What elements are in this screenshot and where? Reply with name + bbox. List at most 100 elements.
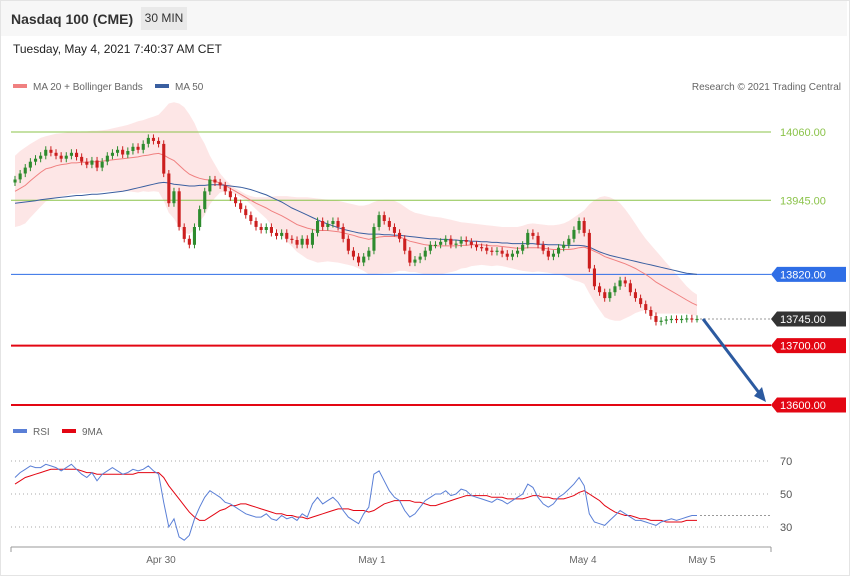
ma50-line — [14, 181, 698, 275]
candle-body — [351, 250, 355, 257]
candle-body — [203, 191, 207, 210]
candle-body — [34, 158, 38, 162]
x-tick-may4: May 4 — [569, 555, 597, 566]
candle-body — [423, 250, 427, 257]
candle-body — [485, 247, 489, 251]
candle-body — [75, 152, 79, 157]
candle-body — [500, 250, 504, 254]
candle-body — [664, 319, 668, 321]
candle-body — [110, 152, 114, 156]
candle-body — [23, 167, 27, 174]
candle-body — [408, 250, 412, 263]
x-tick-may1: May 1 — [358, 555, 386, 566]
candle-body — [116, 149, 120, 153]
candle-body — [100, 161, 104, 168]
candle-body — [49, 149, 53, 153]
candle-body — [551, 253, 555, 257]
candle-body — [582, 221, 586, 233]
candle-body — [618, 280, 622, 287]
candle-body — [680, 318, 684, 321]
candle-body — [295, 240, 299, 245]
candle-body — [310, 232, 314, 245]
candle-body — [234, 197, 238, 204]
candle-body — [685, 318, 689, 320]
candle-body — [64, 155, 68, 159]
legend-ma50-swatch — [155, 84, 169, 88]
candle-body — [387, 221, 391, 227]
candle-body — [449, 238, 453, 245]
candle-body — [162, 143, 166, 174]
candle-body — [13, 179, 17, 183]
level-tag-4 — [771, 338, 846, 354]
candle-body — [121, 149, 125, 155]
candle-body — [562, 244, 566, 248]
level-labels: 14060.00 13945.00 13820.00 13745.00 13700.00… — [771, 127, 846, 413]
candle-body — [172, 191, 176, 204]
candle-body — [469, 241, 473, 245]
timeframe-button[interactable]: 30 MIN — [141, 7, 187, 30]
candle-body — [398, 232, 402, 239]
candle-body — [141, 143, 145, 150]
rsi-tick-70: 70 — [780, 456, 792, 468]
candle-body — [157, 140, 161, 144]
candle-body — [495, 250, 499, 252]
candle-body — [341, 227, 345, 239]
level-label-2: 13820.00 — [780, 269, 826, 281]
level-tag-2 — [771, 266, 846, 282]
candle-body — [557, 247, 561, 254]
rsi-tick-50: 50 — [780, 489, 792, 501]
level-label-4: 13700.00 — [780, 341, 826, 353]
candle-body — [459, 240, 463, 244]
candle-body — [644, 304, 648, 310]
legend-9ma-swatch — [62, 429, 76, 433]
candle-body — [546, 250, 550, 257]
candle-body — [475, 244, 479, 248]
candle-body — [105, 155, 109, 162]
candle-body — [480, 247, 484, 249]
candle-body — [321, 221, 325, 227]
candle-body — [669, 318, 673, 321]
candle-body — [531, 232, 535, 236]
candle-body — [44, 149, 48, 156]
candle-body — [80, 156, 84, 162]
candle-body — [613, 286, 617, 293]
candle-body — [346, 238, 350, 251]
candle-body — [587, 232, 591, 269]
candle-body — [39, 155, 43, 159]
candle-body — [464, 240, 468, 242]
x-tick-may5: May 5 — [688, 555, 716, 566]
candle-body — [521, 244, 525, 251]
legend-rsi-label: RSI — [33, 427, 50, 438]
x-axis: Apr 30 May 1 May 4 May 5 — [10, 546, 772, 566]
level-tag-5 — [771, 397, 846, 413]
candle-body — [439, 241, 443, 245]
candle-body — [675, 318, 679, 321]
level-label-0: 14060.00 — [780, 127, 826, 139]
legend-9ma-label: 9MA — [82, 427, 103, 438]
legend-rsi-swatch — [13, 429, 27, 433]
candle-body — [290, 238, 294, 240]
candle-body — [285, 232, 289, 239]
level-label-1: 13945.00 — [780, 195, 826, 207]
candle-body — [167, 173, 171, 204]
level-tag-3 — [771, 311, 846, 327]
candle-body — [690, 318, 694, 320]
candle-body — [454, 243, 458, 245]
candle-body — [628, 283, 632, 293]
rsi-legend: RSI 9MA — [13, 427, 103, 438]
x-tick-apr30: Apr 30 — [146, 555, 176, 566]
candle-body — [659, 320, 663, 322]
candle-body — [182, 227, 186, 239]
candle-body — [218, 182, 222, 186]
candle-body — [90, 160, 94, 165]
candle-body — [28, 161, 32, 168]
rsi-grid: 70 50 30 — [11, 456, 792, 534]
candle-body — [269, 227, 273, 233]
price-legend: MA 20 + Bollinger Bands MA 50 Research ©… — [13, 82, 841, 93]
candle-body — [608, 292, 612, 299]
candle-body — [85, 161, 89, 165]
candle-body — [228, 191, 232, 198]
legend-ma50-label: MA 50 — [175, 82, 204, 93]
candle-body — [357, 256, 361, 263]
